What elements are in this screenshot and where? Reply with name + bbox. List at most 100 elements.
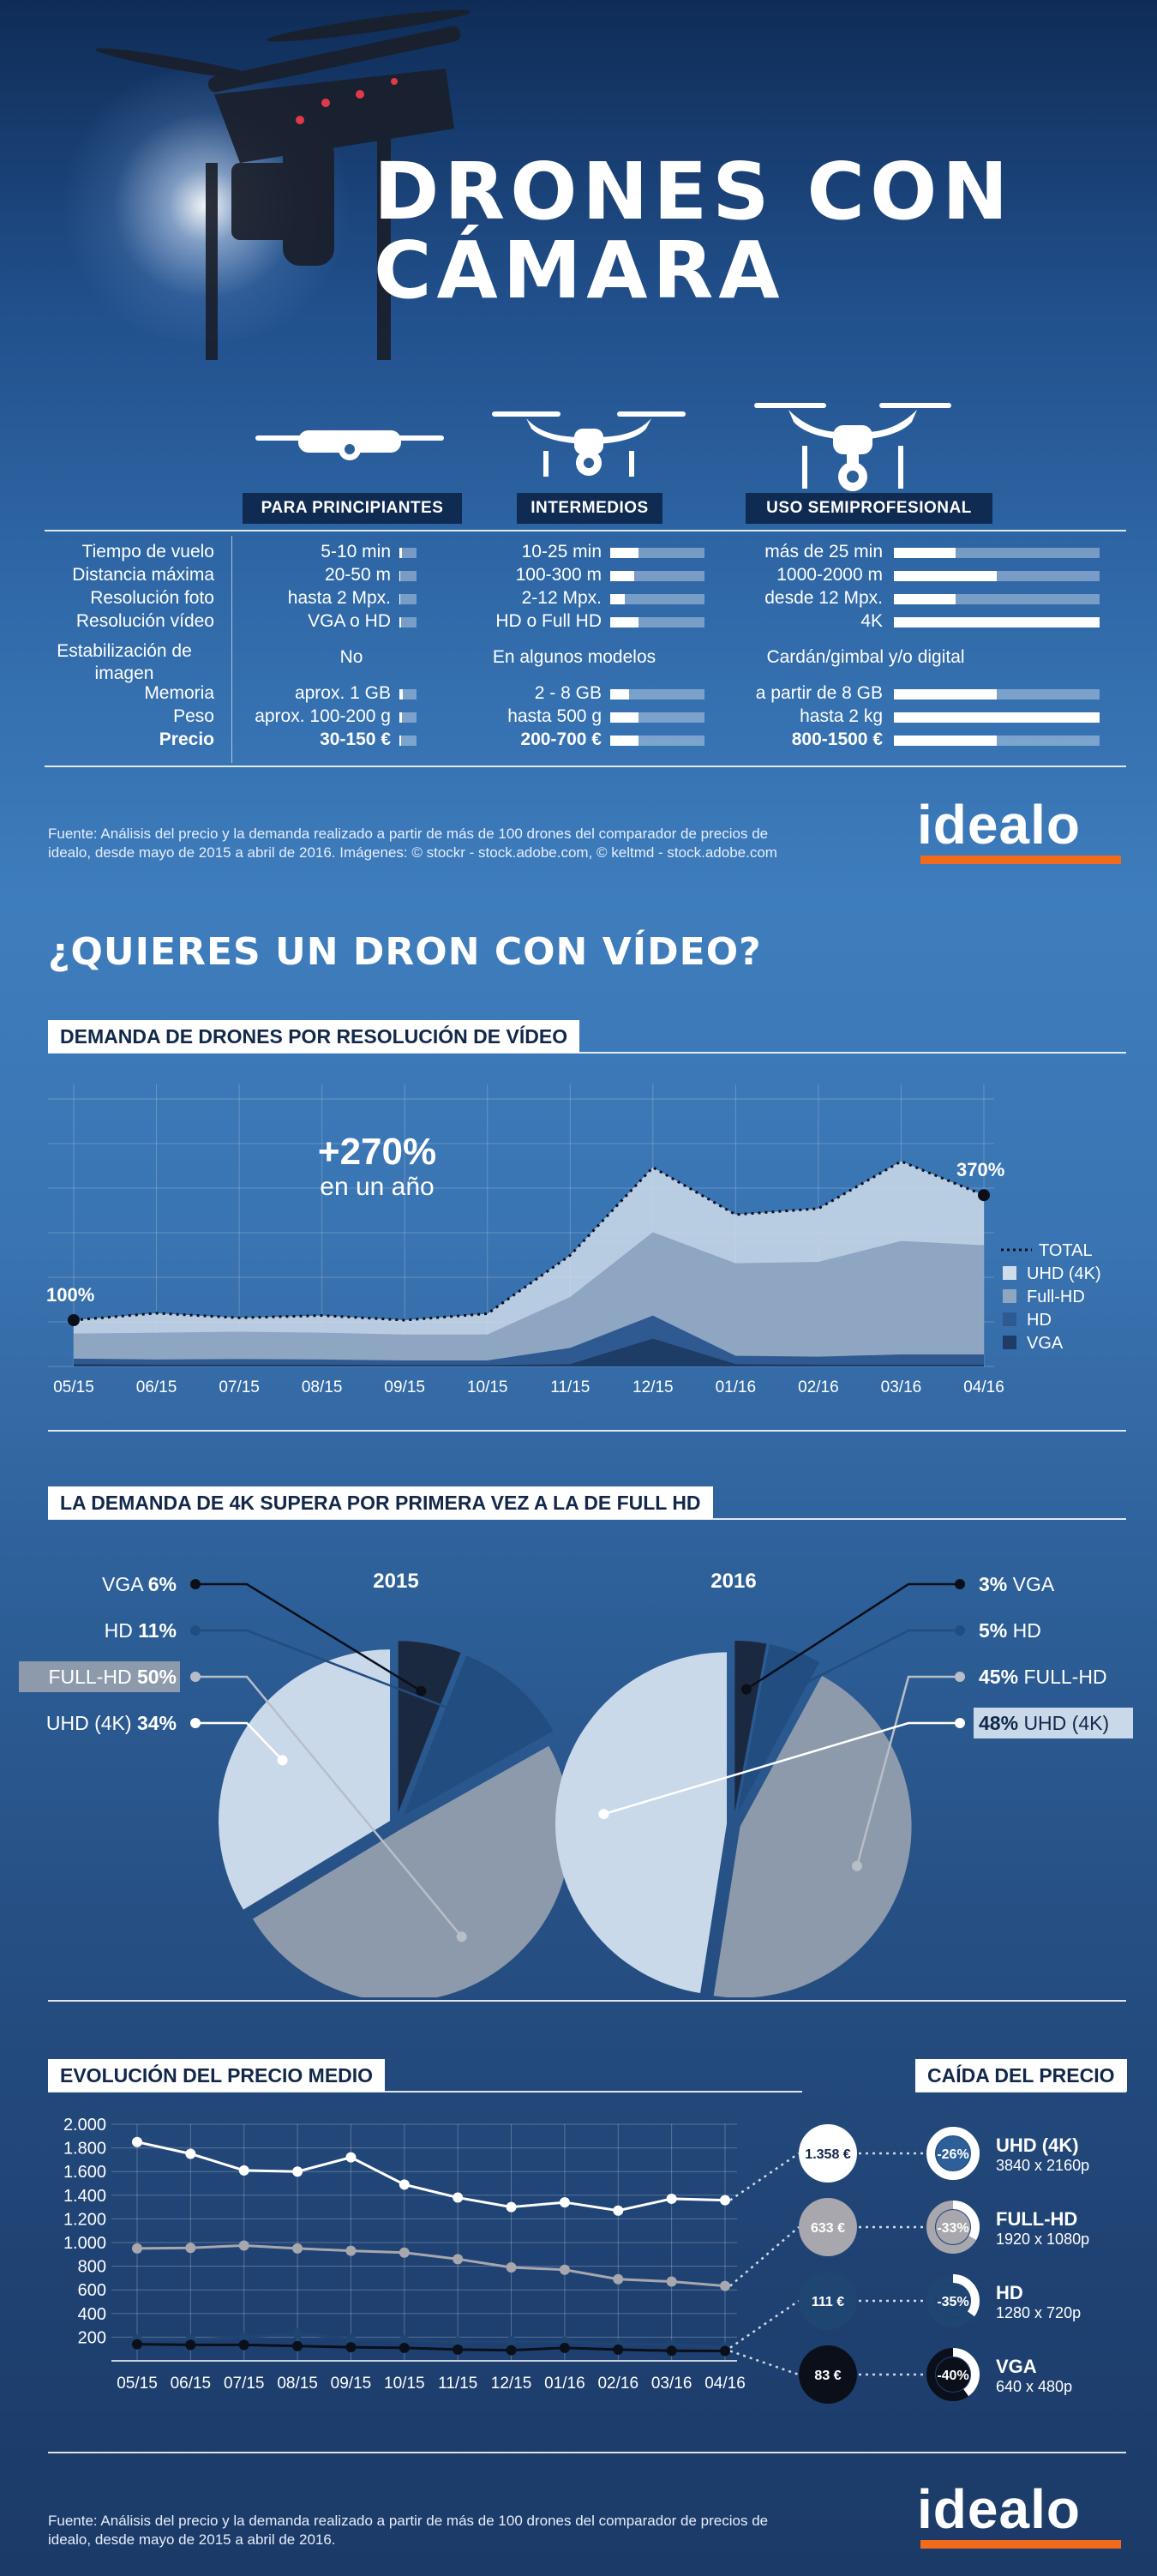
pie-callout-dot: [955, 1579, 965, 1589]
pie-callout-dot: [190, 1672, 201, 1682]
growth-sublabel: en un año: [320, 1173, 434, 1201]
resolution-name: VGA: [996, 2356, 1037, 2377]
price-drop-percent: -33%: [937, 2221, 968, 2236]
x-tick-label: 02/16: [798, 1378, 839, 1396]
pie-slice-full-hd: [252, 1745, 571, 1997]
spec-value: aprox. 1 GB: [294, 683, 391, 703]
resolution-pixels: 1280 x 720p: [996, 2304, 1081, 2321]
category-tag-semipro: USO SEMIPROFESIONAL: [746, 493, 992, 524]
pie-slice-label: 3% VGA: [979, 1573, 1055, 1595]
pie-slice-label: 45% FULL-HD: [979, 1666, 1107, 1688]
price-bubble: [799, 2345, 857, 2404]
x-tick-label: 09/15: [384, 1378, 425, 1396]
price-point-uhd-4k-: [399, 2179, 410, 2190]
x-tick-label: 04/16: [704, 2375, 746, 2393]
pie-slice-percent: 34%: [137, 1712, 177, 1734]
price-point-vga: [399, 2342, 410, 2353]
price-point-uhd-4k-: [666, 2193, 677, 2204]
y-tick-label: 1.000: [63, 2234, 106, 2253]
spec-value: 30-150 €: [320, 730, 391, 749]
resolution-pixels: 1920 x 1080p: [996, 2231, 1089, 2248]
pie-callout-dot: [955, 1672, 965, 1682]
legend-label: UHD (4K): [1027, 1264, 1101, 1283]
x-tick-label: 10/15: [384, 2375, 425, 2393]
title-line-2: CÁMARA: [374, 225, 785, 316]
legend-label: HD: [1027, 1311, 1052, 1330]
spec-level-fill: [894, 571, 997, 581]
x-tick-label: 05/15: [117, 2375, 158, 2393]
price-point-hd: [292, 2328, 303, 2339]
price-point-vga: [559, 2342, 570, 2353]
price-bubble-value: 1.358 €: [805, 2147, 850, 2162]
area-series-full-hd: [74, 1232, 984, 1366]
pie-callout-dot: [190, 1718, 201, 1728]
spec-table-top-rule: [45, 530, 1126, 531]
spec-level-bar: [399, 736, 417, 746]
section-rule: [48, 2452, 1126, 2453]
pie-slice-percent: 5%: [979, 1619, 1013, 1642]
pie-slice-percent: 48%: [979, 1712, 1023, 1734]
source-note-top: Fuente: Análisis del precio y la demanda…: [48, 825, 777, 862]
price-point-hd: [345, 2333, 357, 2345]
y-tick-label: 1.800: [63, 2140, 106, 2159]
price-point-full-hd: [345, 2245, 357, 2256]
spec-level-fill: [610, 617, 638, 627]
idealo-logo-underline: [920, 856, 1121, 864]
spec-level-bar: [894, 689, 1100, 700]
pie-slice-uhd-4k-: [219, 1649, 391, 1910]
spec-level-bar: [610, 594, 704, 604]
price-drop-percent: -40%: [937, 2369, 968, 2383]
price-point-uhd-4k-: [185, 2148, 196, 2159]
section-rule: [48, 1430, 1126, 1432]
price-point-full-hd: [292, 2243, 303, 2254]
spec-value: HD o Full HD: [495, 611, 602, 631]
spec-level-bar: [894, 548, 1100, 558]
price-drop-ring-fill: [926, 2127, 980, 2180]
spec-level-bar: [894, 617, 1100, 627]
spec-level-fill: [894, 689, 997, 700]
drone-medium-icon: [492, 411, 686, 477]
price-point-hd: [506, 2336, 517, 2347]
pie-callout-line: [195, 1629, 486, 1723]
x-tick-label: 03/16: [881, 1378, 922, 1396]
spec-value: desde 12 Mpx.: [764, 588, 883, 608]
pie-slice-percent: 3%: [979, 1573, 1013, 1595]
price-point-full-hd: [720, 2280, 730, 2291]
spec-level-fill: [399, 736, 401, 746]
pie-callout-dot: [190, 1579, 201, 1589]
legend-swatch: [1003, 1336, 1016, 1349]
legend-label: VGA: [1027, 1334, 1064, 1353]
y-tick-label: 600: [78, 2281, 106, 2300]
pie-callout-dot: [598, 1809, 609, 1820]
x-tick-label: 10/15: [467, 1378, 508, 1396]
spec-row-label: Resolución vídeo: [75, 611, 214, 631]
x-tick-label: 09/15: [331, 2375, 372, 2393]
pie-callout-dot: [456, 1931, 467, 1943]
y-tick-label: 200: [78, 2328, 106, 2347]
price-drop-ring-core: [936, 2357, 970, 2392]
spec-level-fill: [894, 736, 997, 746]
price-point-uhd-4k-: [345, 2152, 357, 2163]
price-line-uhd-4k-: [136, 2141, 726, 2213]
x-tick-label: 05/15: [53, 1378, 94, 1396]
price-point-full-hd: [238, 2240, 249, 2251]
price-point-hd: [453, 2336, 464, 2347]
spec-level-fill: [610, 594, 625, 604]
price-point-hd: [399, 2334, 410, 2345]
connector-line: [729, 2299, 800, 2349]
x-tick-label: 08/15: [302, 1378, 343, 1396]
pie-slice-label: FULL-HD 50%: [48, 1666, 177, 1688]
idealo-logo: idealo: [917, 794, 1081, 856]
spec-value: hasta 2 kg: [800, 706, 883, 726]
pie-callout-dot: [277, 1755, 288, 1766]
price-drop-ring: [926, 2127, 980, 2180]
spec-value: aprox. 100-200 g: [255, 706, 391, 726]
spec-level-bar: [399, 689, 417, 700]
pie-slice-uhd-4k-: [555, 1652, 728, 1993]
spec-level-bar: [399, 712, 417, 723]
x-tick-label: 06/15: [171, 2375, 212, 2393]
spec-level-fill: [610, 548, 638, 558]
spec-row-label: Precio: [159, 730, 214, 749]
price-drop-ring-fill: [926, 2348, 980, 2401]
price-drop-percent: -35%: [937, 2295, 968, 2309]
